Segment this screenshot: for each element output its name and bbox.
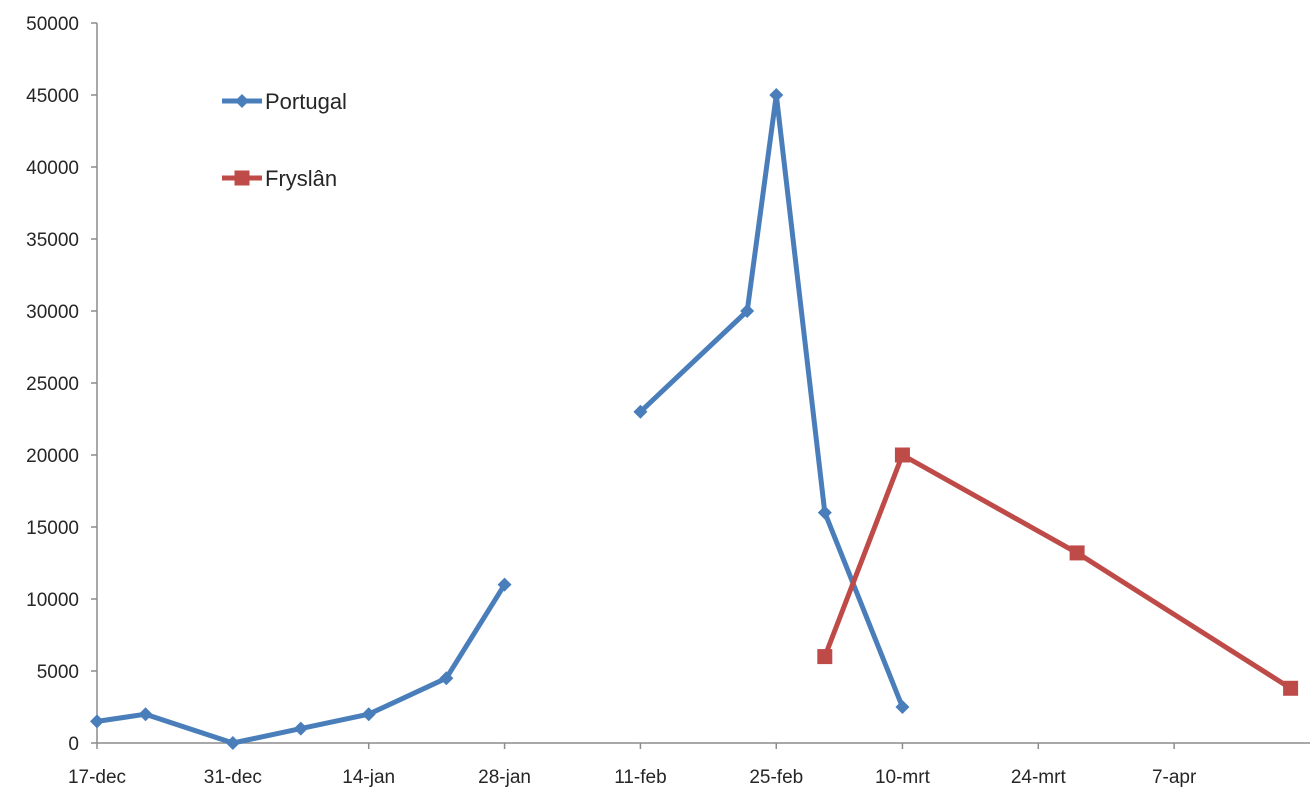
data-point-portugal <box>225 736 240 750</box>
y-tick-label: 10000 <box>26 590 79 611</box>
data-point-portugal <box>633 404 648 419</box>
legend-marker-frysl-n <box>234 170 250 186</box>
x-tick-label: 11-feb <box>614 767 666 787</box>
data-point-frysl-n <box>894 447 910 463</box>
data-point-portugal <box>138 707 153 722</box>
data-point-portugal <box>90 714 104 729</box>
x-tick-label: 7-apr <box>1152 767 1197 787</box>
y-tick-label: 30000 <box>26 302 79 323</box>
y-tick-label: 50000 <box>26 14 79 35</box>
data-point-portugal <box>817 505 832 520</box>
data-point-portugal <box>769 88 784 102</box>
y-tick-label: 35000 <box>26 230 79 251</box>
x-tick-label: 25-feb <box>749 767 803 787</box>
y-tick-label: 0 <box>68 734 79 755</box>
series-line-portugal <box>94 582 508 746</box>
data-point-portugal <box>293 721 308 736</box>
data-point-portugal <box>895 700 910 714</box>
data-point-portugal <box>439 671 454 686</box>
y-tick-label: 25000 <box>26 374 79 395</box>
legend-label-portugal: Portugal <box>265 89 347 114</box>
y-tick-label: 45000 <box>26 86 79 107</box>
x-tick-label: 17-dec <box>68 767 126 787</box>
series-line-portugal <box>637 92 905 710</box>
x-tick-label: 31-dec <box>204 767 262 787</box>
data-point-frysl-n <box>1283 680 1299 696</box>
data-point-portugal <box>497 577 512 592</box>
y-tick-label: 15000 <box>26 518 79 539</box>
data-point-portugal <box>361 707 376 722</box>
data-point-frysl-n <box>1069 545 1085 561</box>
x-tick-label: 14-jan <box>342 767 395 787</box>
x-tick-label: 10-mrt <box>875 767 931 787</box>
y-tick-label: 5000 <box>37 662 79 683</box>
legend-label-frysl-n: Fryslân <box>265 166 337 191</box>
data-point-portugal <box>740 304 755 318</box>
series-line-frysl-n <box>822 452 1294 691</box>
y-tick-label: 20000 <box>26 446 79 467</box>
y-tick-label: 40000 <box>26 158 79 179</box>
x-tick-label: 28-jan <box>478 767 531 787</box>
data-point-frysl-n <box>817 649 833 665</box>
x-tick-label: 24-mrt <box>1011 767 1067 787</box>
legend-marker-portugal <box>235 94 249 108</box>
